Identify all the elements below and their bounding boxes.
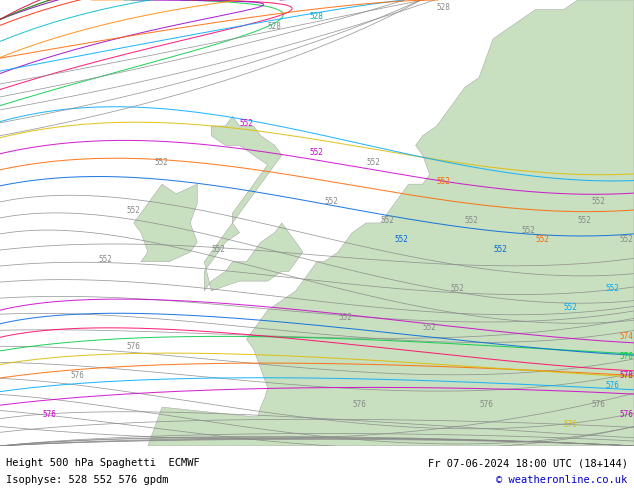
Text: 576: 576 — [592, 400, 605, 409]
Text: 552: 552 — [437, 177, 451, 186]
Polygon shape — [204, 116, 303, 291]
Text: 552: 552 — [310, 148, 324, 157]
Text: 552: 552 — [451, 284, 465, 293]
Text: 528: 528 — [437, 2, 451, 12]
Text: 552: 552 — [535, 235, 549, 245]
Text: 552: 552 — [338, 313, 352, 322]
Text: 552: 552 — [620, 235, 634, 245]
Text: © weatheronline.co.uk: © weatheronline.co.uk — [496, 475, 628, 485]
Text: 552: 552 — [564, 303, 578, 312]
Text: 576: 576 — [606, 381, 619, 390]
Text: 552: 552 — [211, 245, 225, 254]
Text: 576: 576 — [70, 371, 84, 380]
Text: 552: 552 — [127, 206, 141, 215]
Text: 576: 576 — [127, 342, 141, 351]
Text: 552: 552 — [606, 284, 619, 293]
Text: 576: 576 — [620, 410, 634, 419]
Text: 576: 576 — [564, 419, 578, 429]
Text: 576: 576 — [353, 400, 366, 409]
Text: 576: 576 — [479, 400, 493, 409]
Text: 552: 552 — [493, 245, 507, 254]
Text: 552: 552 — [366, 158, 380, 167]
Text: 552: 552 — [380, 216, 394, 225]
Text: 552: 552 — [592, 196, 605, 206]
Text: 576: 576 — [620, 352, 634, 361]
Polygon shape — [134, 184, 197, 262]
Text: 552: 552 — [155, 158, 169, 167]
Text: 552: 552 — [324, 196, 338, 206]
Text: 552: 552 — [240, 119, 254, 128]
Text: 528: 528 — [268, 22, 281, 31]
Text: 552: 552 — [423, 322, 437, 332]
Text: 552: 552 — [465, 216, 479, 225]
Text: Height 500 hPa Spaghetti  ECMWF: Height 500 hPa Spaghetti ECMWF — [6, 458, 200, 468]
Text: 576: 576 — [42, 410, 56, 419]
Text: 552: 552 — [99, 255, 112, 264]
Text: 552: 552 — [394, 235, 408, 245]
Text: 528: 528 — [310, 12, 324, 22]
Text: 574: 574 — [620, 332, 634, 341]
Text: 552: 552 — [521, 225, 535, 235]
Text: 552: 552 — [578, 216, 592, 225]
Text: 578: 578 — [620, 371, 634, 380]
Text: Isophyse: 528 552 576 gpdm: Isophyse: 528 552 576 gpdm — [6, 475, 169, 485]
Text: Fr 07-06-2024 18:00 UTC (18+144): Fr 07-06-2024 18:00 UTC (18+144) — [428, 458, 628, 468]
Polygon shape — [148, 0, 634, 446]
